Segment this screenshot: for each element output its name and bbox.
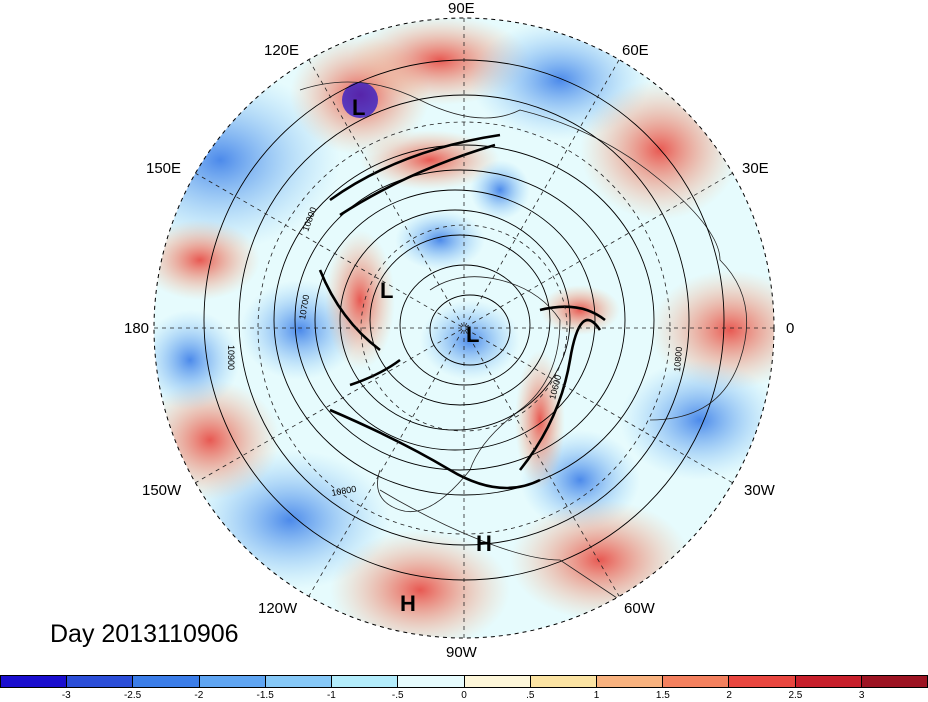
contour-label: 10700 — [297, 294, 311, 320]
colorbar-segment — [199, 676, 266, 687]
contour-label: 10900 — [226, 345, 236, 370]
colorbar-segment — [67, 676, 134, 687]
lon-label-60e: 60E — [622, 42, 649, 59]
colorbar-tick-label: .5 — [526, 690, 535, 701]
colorbar-tick-label: -3 — [61, 690, 71, 701]
low-pacific-mark: L — [380, 278, 393, 303]
colorbar-segment — [1, 676, 68, 687]
contour-label: 10800 — [672, 346, 684, 372]
colorbar-segment — [398, 676, 465, 687]
date-label: Day 2013110906 — [50, 620, 239, 648]
lon-label-120e: 120E — [264, 42, 300, 59]
colorbar-tick-label: -2 — [194, 690, 204, 701]
lon-label-150e: 150E — [146, 160, 182, 177]
colorbar-segment — [133, 676, 200, 687]
colorbar-segment — [596, 676, 664, 687]
lon-label-90e: 90E — [448, 0, 475, 17]
colorbar-tick-label: 1.5 — [655, 690, 670, 701]
high-atlantic-mark: H — [476, 531, 492, 556]
low-pole-mark: L — [466, 322, 479, 347]
lon-label-150w: 150W — [142, 482, 182, 499]
colorbar — [0, 675, 928, 688]
lon-label-30w: 30W — [744, 482, 775, 499]
colorbar-tick-label: -.5 — [391, 690, 404, 701]
high-gulf-mark: H — [400, 591, 416, 616]
contour-label: 10800 — [331, 484, 357, 498]
polar-map: L L L H H 10800 10700 10900 10800 10600 … — [153, 17, 775, 639]
low-north-asia-mark: L — [352, 95, 365, 120]
colorbar-segment — [663, 676, 730, 687]
colorbar-tick-label: 1 — [593, 690, 600, 701]
colorbar-tick-label: 3 — [858, 690, 865, 701]
colorbar-segment — [464, 676, 531, 687]
colorbar-tick-label: -1.5 — [256, 690, 274, 701]
colorbar-segment — [265, 676, 333, 687]
colorbar-segment — [729, 676, 796, 687]
colorbar-tick-label: 2 — [726, 690, 732, 701]
colorbar-tick-label: -1 — [326, 690, 336, 701]
colorbar-tick-label: 0 — [461, 690, 467, 701]
lon-label-120w: 120W — [258, 600, 298, 617]
colorbar-segment — [332, 676, 399, 687]
colorbar-tick-label: -2.5 — [123, 690, 142, 701]
colorbar-segment — [530, 676, 597, 687]
lon-label-60w: 60W — [624, 600, 655, 617]
lon-label-30e: 30E — [742, 160, 769, 177]
map-boundary — [153, 17, 775, 639]
colorbar-segment — [861, 676, 928, 687]
anomaly-field — [154, 18, 774, 638]
lon-label-180: 180 — [124, 320, 150, 337]
colorbar-tick-label: 2.5 — [788, 690, 803, 701]
colorbar-segment — [795, 676, 862, 687]
lon-label-90w: 90W — [446, 644, 477, 661]
lon-label-0: 0 — [786, 320, 795, 337]
